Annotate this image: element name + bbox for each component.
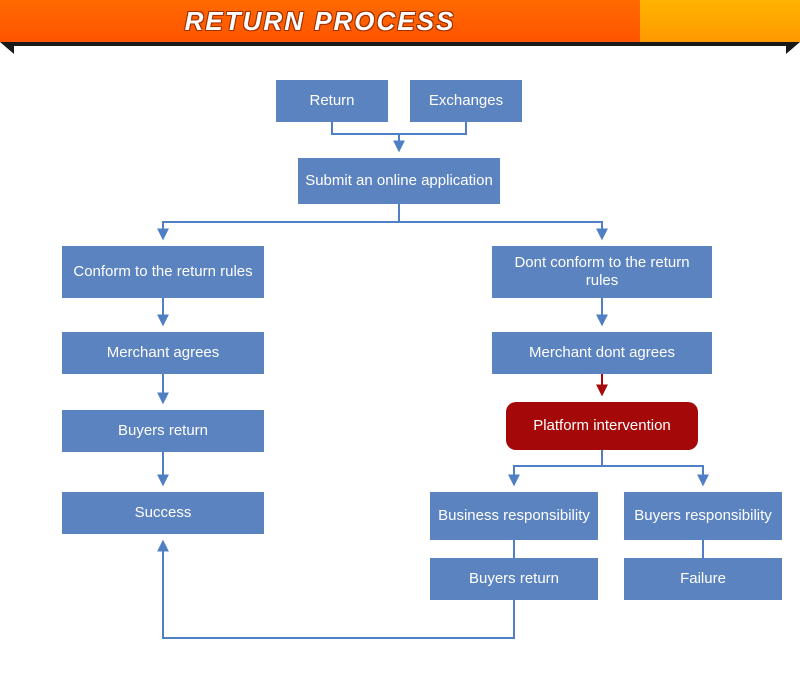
- edge-return-submit: [332, 122, 399, 150]
- node-notconform: Dont conform to the return rules: [492, 246, 712, 298]
- node-return: Return: [276, 80, 388, 122]
- node-bizresp: Business responsibility: [430, 492, 598, 540]
- node-submit: Submit an online application: [298, 158, 500, 204]
- edge-submit-conform: [163, 204, 399, 238]
- node-success: Success: [62, 492, 264, 534]
- node-bret2: Buyers return: [430, 558, 598, 600]
- edge-platform-buyresp: [602, 466, 703, 484]
- node-exchanges: Exchanges: [410, 80, 522, 122]
- node-bret1: Buyers return: [62, 410, 264, 452]
- node-conform: Conform to the return rules: [62, 246, 264, 298]
- node-buyresp: Buyers responsibility: [624, 492, 782, 540]
- edge-exchanges-submit: [399, 122, 466, 134]
- edge-platform-bizresp: [514, 450, 602, 484]
- node-platform: Platform intervention: [506, 402, 698, 450]
- node-failure: Failure: [624, 558, 782, 600]
- edge-submit-notconform: [399, 222, 602, 238]
- node-magree: Merchant agrees: [62, 332, 264, 374]
- flowchart-stage: RETURN PROCESS ReturnExchangesSubmit an …: [0, 0, 800, 698]
- node-mdisagree: Merchant dont agrees: [492, 332, 712, 374]
